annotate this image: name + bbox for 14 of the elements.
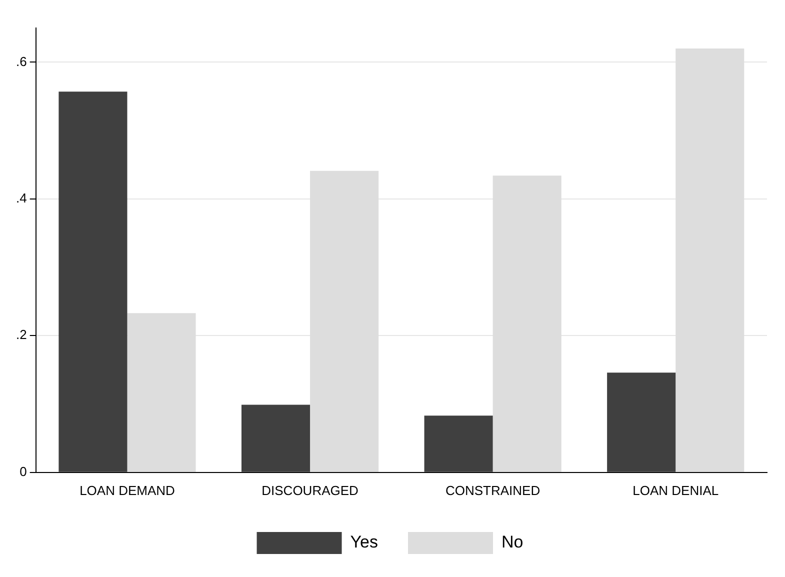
x-tick-label: LOAN DENIAL xyxy=(632,482,719,498)
x-tick-label: DISCOURAGED xyxy=(262,482,358,498)
legend-label: Yes xyxy=(350,532,378,552)
legend-label: No xyxy=(502,532,524,552)
y-tick-label: .6 xyxy=(16,54,27,69)
x-tick-label: CONSTRAINED xyxy=(446,482,540,498)
y-tick-label: 0 xyxy=(20,464,27,479)
y-tick-label: .2 xyxy=(16,327,27,342)
x-tick-label: LOAN DEMAND xyxy=(80,482,175,498)
bar xyxy=(607,372,676,472)
bar xyxy=(241,404,310,472)
y-tick-label: .4 xyxy=(16,190,27,206)
bar xyxy=(424,416,493,472)
bar xyxy=(58,92,128,472)
